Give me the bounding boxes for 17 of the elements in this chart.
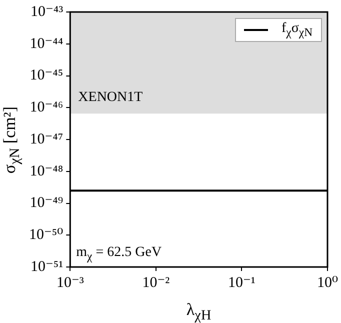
- y-tick-label: 10⁻⁴⁴: [30, 36, 64, 52]
- legend-label: f$_{χ}$σ$_{χN}$: [282, 21, 312, 39]
- y-tick-label: 10⁻⁴⁶: [30, 100, 64, 116]
- y-tick-label: 10⁻⁴³: [30, 4, 64, 20]
- y-tick-label: 10⁻⁵¹: [30, 258, 64, 275]
- x-tick-label: 10⁻²: [142, 274, 170, 291]
- y-tick-label: 10⁻⁵⁰: [28, 227, 64, 244]
- y-tick-label: 10⁻⁴⁵: [30, 68, 64, 84]
- y-tick-label: 10⁻⁴⁸: [30, 163, 64, 180]
- x-axis-title: λ$_{χH}$: [186, 300, 212, 323]
- band-label: XENON1T: [78, 90, 143, 106]
- x-tick-label: 10⁰: [316, 274, 338, 291]
- annotation: m$_{χ}$ = 62.5 GeV: [76, 245, 162, 263]
- y-tick-label: 10⁻⁴⁹: [30, 195, 64, 212]
- x-tick-label: 10⁻¹: [228, 274, 256, 291]
- y-tick-label: 10⁻⁴⁷: [30, 131, 64, 148]
- x-tick-label: 10⁻³: [56, 274, 84, 291]
